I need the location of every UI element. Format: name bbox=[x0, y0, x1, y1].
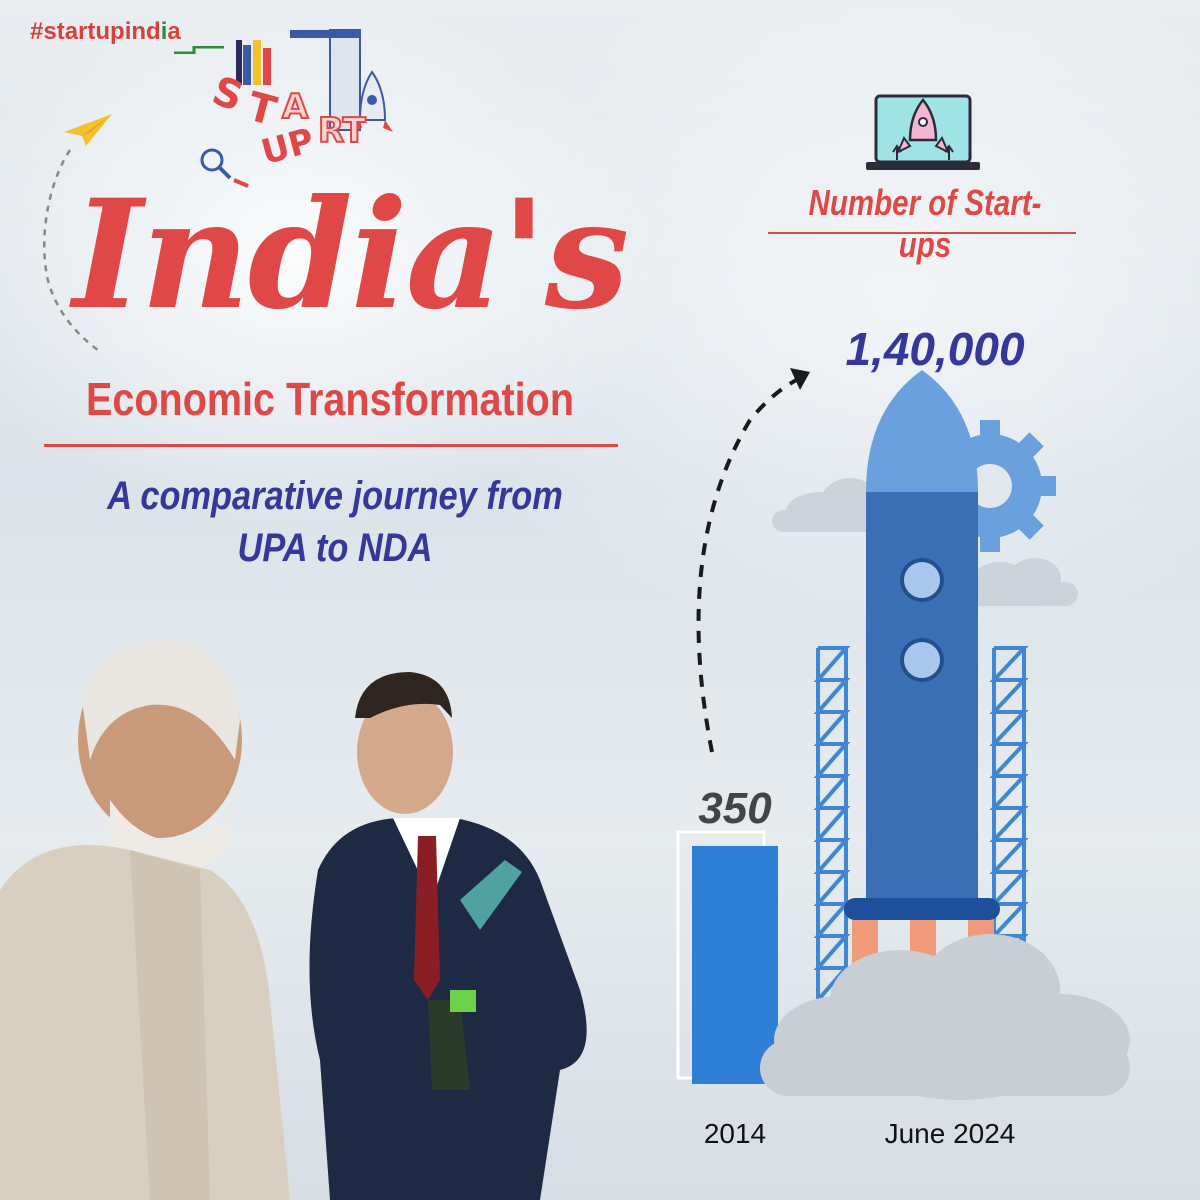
hashtag-underline-icon bbox=[174, 46, 224, 54]
tagline-line-2: UPA to NDA bbox=[237, 526, 433, 570]
phone-icon bbox=[460, 860, 522, 930]
headline-subtitle: Economic Transformation bbox=[86, 373, 574, 425]
svg-text:RT: RT bbox=[318, 111, 367, 151]
cloud-icon bbox=[962, 558, 1078, 606]
value-label-june-2024: 1,40,000 bbox=[845, 323, 1025, 375]
chart-title-underline bbox=[768, 232, 1076, 234]
person-right-figure bbox=[309, 672, 587, 1200]
headline-tagline: A comparative journey from UPA to NDA bbox=[81, 470, 588, 574]
cloud-icon bbox=[772, 478, 882, 532]
dashed-arrow-icon bbox=[696, 376, 801, 753]
rocket-small-icon bbox=[352, 70, 393, 132]
rocket-icon bbox=[844, 370, 1000, 920]
headline-title: India's bbox=[72, 167, 630, 343]
x-label-june-2024: June 2024 bbox=[884, 1118, 1016, 1149]
value-label-2014: 350 bbox=[698, 784, 772, 833]
chart-title: Number of Start-ups bbox=[808, 182, 1042, 265]
tagline-line-1: A comparative journey from bbox=[107, 474, 563, 518]
hashtag-startupindia: #startupindia bbox=[30, 18, 181, 45]
svg-text:A: A bbox=[282, 87, 309, 127]
person-left-figure bbox=[0, 640, 290, 1200]
building-bars-icon bbox=[236, 29, 361, 131]
magnifier-icon bbox=[200, 148, 224, 172]
headline-divider bbox=[44, 444, 618, 447]
x-label-2014: 2014 bbox=[703, 1118, 767, 1149]
scaffold-left bbox=[813, 646, 851, 1002]
smoke-cloud bbox=[760, 934, 1130, 1100]
bar-2014 bbox=[692, 846, 778, 1084]
